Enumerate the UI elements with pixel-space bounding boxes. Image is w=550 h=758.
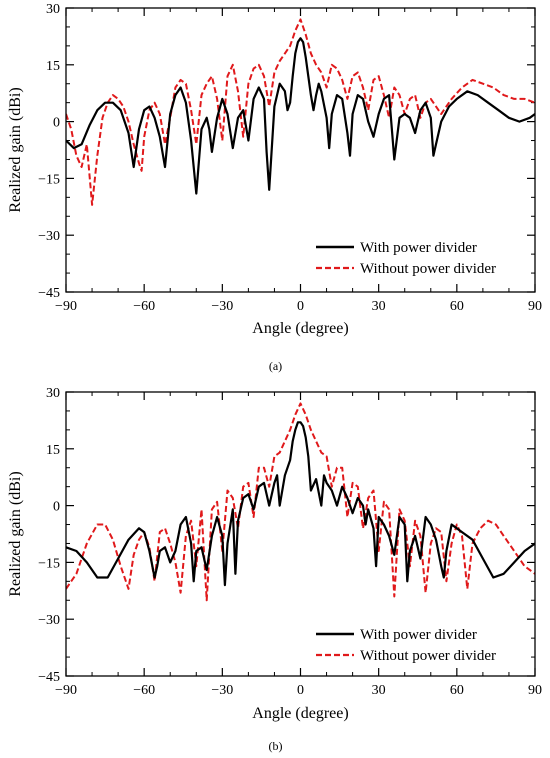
x-tick-label: −30 <box>211 299 233 314</box>
y-axis-title: Realized gain (dBi) <box>7 471 24 596</box>
y-tick-label: −45 <box>38 670 60 685</box>
x-tick-label: −60 <box>133 683 155 698</box>
x-tick-label: −90 <box>55 683 77 698</box>
y-tick-label: −30 <box>38 229 60 244</box>
y-tick-label: 15 <box>46 443 60 458</box>
x-tick-label: −30 <box>211 683 233 698</box>
legend-label-with-divider: With power divider <box>360 627 477 643</box>
panel-label: (b) <box>269 739 283 753</box>
series-line-with-divider <box>66 37 535 195</box>
y-tick-label: 30 <box>46 386 60 401</box>
x-tick-label: 60 <box>450 299 464 314</box>
y-tick-label: 30 <box>46 2 60 17</box>
x-tick-label: −90 <box>55 299 77 314</box>
y-tick-label: 0 <box>53 500 60 515</box>
legend-label-with-divider: With power divider <box>360 240 477 256</box>
series-line-without-divider <box>66 18 535 206</box>
panel-label: (a) <box>269 359 282 373</box>
legend-label-without-divider: Without power divider <box>360 648 496 664</box>
series-line-without-divider <box>66 402 535 602</box>
x-tick-label: 60 <box>450 683 464 698</box>
x-axis-title: Angle (degree) <box>252 705 348 722</box>
x-tick-label: 90 <box>528 299 542 314</box>
legend-label-without-divider: Without power divider <box>360 261 496 277</box>
x-tick-label: −60 <box>133 299 155 314</box>
y-tick-label: 15 <box>46 59 60 74</box>
chart-panel-b: −90 −60 −30 0 30 60 90 −45 −30 −15 0 15 30 Angle (deg… <box>7 386 542 753</box>
y-tick-label: −15 <box>38 556 60 571</box>
x-tick-label: 30 <box>372 683 386 698</box>
x-tick-label: 90 <box>528 683 542 698</box>
x-tick-label: 30 <box>372 299 386 314</box>
x-axis-title: Angle (degree) <box>252 320 348 337</box>
y-tick-label: 0 <box>53 116 60 131</box>
x-tick-label: 0 <box>297 683 304 698</box>
y-tick-label: −15 <box>38 172 60 187</box>
x-tick-label: 0 <box>297 299 304 314</box>
series-line-with-divider <box>66 421 535 587</box>
y-tick-label: −30 <box>38 613 60 628</box>
chart-panel-a: −90 −60 −30 0 30 60 90 −45 −30 −15 0 15 30 Angle (deg… <box>7 2 542 373</box>
y-tick-label: −45 <box>38 286 60 301</box>
y-axis-title: Realized gain (dBi) <box>7 87 24 212</box>
plot-frame <box>65 391 536 677</box>
plot-frame <box>65 7 536 293</box>
